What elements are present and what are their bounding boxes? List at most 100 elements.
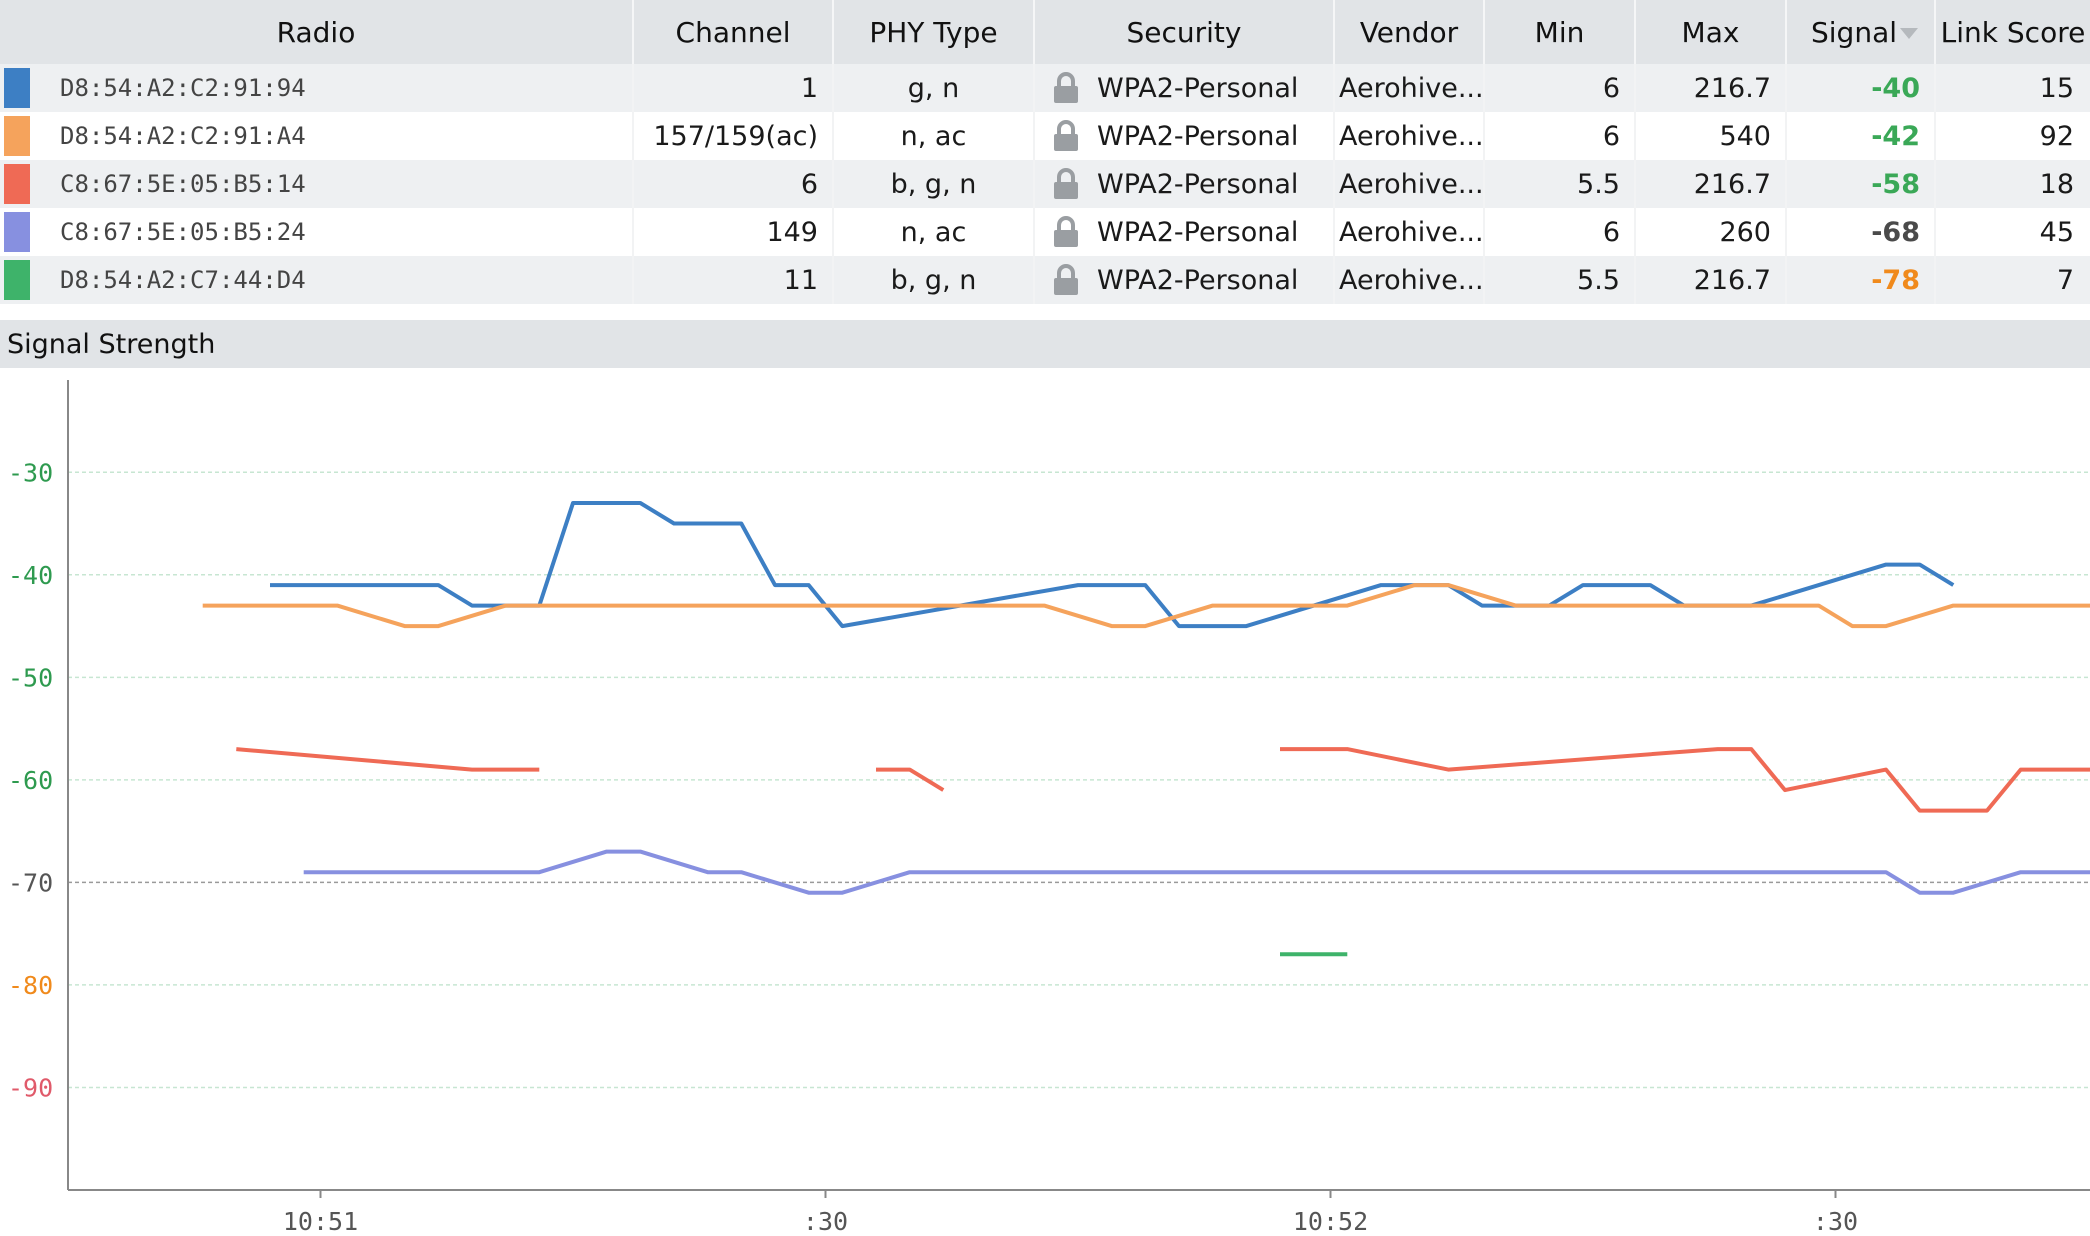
series-color-swatch xyxy=(4,116,30,156)
col-header-phy-type[interactable]: PHY Type xyxy=(834,0,1035,64)
cell-vendor: Aerohive... xyxy=(1335,256,1485,304)
y-tick-label: -40 xyxy=(8,561,53,590)
cell-link-score: 7 xyxy=(2056,264,2074,296)
section-title: Signal Strength xyxy=(7,328,216,360)
col-header-channel[interactable]: Channel xyxy=(634,0,834,64)
table-row[interactable]: C8:67:5E:05:B5:14 6 b, g, n WPA2-Personal Ae… xyxy=(0,160,2090,208)
cell-phy-type: n, ac xyxy=(834,112,1035,160)
table-row[interactable]: D8:54:A2:C2:91:94 1 g, n WPA2-Personal Aeroh… xyxy=(0,64,2090,112)
series-color-swatch xyxy=(4,68,30,108)
cell-link-score: 92 xyxy=(2039,120,2074,152)
signal-strength-header: Signal Strength xyxy=(0,320,2090,368)
cell-channel: 1 xyxy=(634,64,834,112)
security-label: WPA2-Personal xyxy=(1097,264,1299,296)
col-header-min[interactable]: Min xyxy=(1485,0,1636,64)
x-tick-label: :30 xyxy=(803,1207,848,1236)
cell-security: WPA2-Personal xyxy=(1035,256,1335,304)
cell-phy-type: n, ac xyxy=(834,208,1035,256)
cell-phy-type: g, n xyxy=(834,64,1035,112)
lock-icon xyxy=(1053,216,1079,248)
cell-security: WPA2-Personal xyxy=(1035,160,1335,208)
radio-mac: C8:67:5E:05:B5:24 xyxy=(60,218,306,246)
cell-radio: C8:67:5E:05:B5:14 xyxy=(0,160,634,208)
table-body: D8:54:A2:C2:91:94 1 g, n WPA2-Personal Aeroh… xyxy=(0,64,2090,304)
table-header: Radio Channel PHY Type Security Vendor M… xyxy=(0,0,2090,64)
cell-security: WPA2-Personal xyxy=(1035,112,1335,160)
table-row[interactable]: D8:54:A2:C2:91:A4 157/159(ac) n, ac WPA2-Pe… xyxy=(0,112,2090,160)
cell-max: 216.7 xyxy=(1636,256,1787,304)
cell-signal: -42 xyxy=(1787,112,1936,160)
cell-min: 6 xyxy=(1485,64,1636,112)
y-tick-label: -50 xyxy=(8,663,53,692)
security-label: WPA2-Personal xyxy=(1097,168,1299,200)
y-tick-label: -70 xyxy=(8,868,53,897)
cell-max: 540 xyxy=(1636,112,1787,160)
radio-table: Radio Channel PHY Type Security Vendor M… xyxy=(0,0,2090,304)
cell-radio: D8:54:A2:C2:91:94 xyxy=(0,64,634,112)
table-row[interactable]: D8:54:A2:C7:44:D4 11 b, g, n WPA2-Personal A… xyxy=(0,256,2090,304)
cell-min: 6 xyxy=(1485,208,1636,256)
signal-strength-chart: -30 -40 -50 -60 -70 -80 -90 10:51 :30 10:52 :30 xyxy=(8,380,2090,1236)
table-row[interactable]: C8:67:5E:05:B5:24 149 n, ac WPA2-Personal Ae… xyxy=(0,208,2090,256)
x-tick-label: 10:52 xyxy=(1293,1207,1368,1236)
col-header-signal-label: Signal xyxy=(1811,15,1898,49)
cell-min: 5.5 xyxy=(1485,256,1636,304)
security-label: WPA2-Personal xyxy=(1097,120,1299,152)
col-header-vendor[interactable]: Vendor xyxy=(1335,0,1485,64)
series-line xyxy=(202,583,2090,629)
col-header-security[interactable]: Security xyxy=(1035,0,1335,64)
col-header-signal[interactable]: Signal xyxy=(1787,0,1936,64)
series-line xyxy=(270,501,1955,629)
cell-security: WPA2-Personal xyxy=(1035,208,1335,256)
cell-security: WPA2-Personal xyxy=(1035,64,1335,112)
lock-icon xyxy=(1053,72,1079,104)
radio-mac: C8:67:5E:05:B5:14 xyxy=(60,170,306,198)
series-color-swatch xyxy=(4,212,30,252)
radio-mac: D8:54:A2:C2:91:94 xyxy=(60,74,306,102)
cell-min: 5.5 xyxy=(1485,160,1636,208)
cell-signal: -40 xyxy=(1787,64,1936,112)
cell-vendor: Aerohive... xyxy=(1335,64,1485,112)
series-line xyxy=(236,747,540,772)
cell-channel: 6 xyxy=(634,160,834,208)
cell-vendor: Aerohive... xyxy=(1335,112,1485,160)
sort-descending-icon xyxy=(1900,28,1918,39)
series-line xyxy=(876,767,945,792)
y-tick-label: -80 xyxy=(8,971,53,1000)
cell-vendor: Aerohive... xyxy=(1335,160,1485,208)
cell-min: 6 xyxy=(1485,112,1636,160)
series-color-swatch xyxy=(4,164,30,204)
cell-max: 216.7 xyxy=(1636,160,1787,208)
cell-link-score: 45 xyxy=(2039,216,2074,248)
cell-signal: -68 xyxy=(1787,208,1936,256)
cell-vendor: Aerohive... xyxy=(1335,208,1485,256)
cell-signal: -58 xyxy=(1787,160,1936,208)
cell-max: 216.7 xyxy=(1636,64,1787,112)
col-header-radio[interactable]: Radio xyxy=(0,0,634,64)
y-tick-label: -90 xyxy=(8,1073,53,1102)
cell-link-score: 18 xyxy=(2039,168,2074,200)
cell-max: 260 xyxy=(1636,208,1787,256)
series-color-swatch xyxy=(4,260,30,300)
cell-phy-type: b, g, n xyxy=(834,256,1035,304)
y-tick-label: -30 xyxy=(8,458,53,487)
radio-mac: D8:54:A2:C7:44:D4 xyxy=(60,266,306,294)
y-tick-label: -60 xyxy=(8,766,53,795)
cell-radio: C8:67:5E:05:B5:24 xyxy=(0,208,634,256)
col-header-link-score[interactable]: Link Score xyxy=(1940,15,2086,49)
lock-icon xyxy=(1053,120,1079,152)
cell-channel: 149 xyxy=(634,208,834,256)
x-tick-label: :30 xyxy=(1813,1207,1858,1236)
cell-channel: 11 xyxy=(634,256,834,304)
series-line xyxy=(1280,747,2090,813)
cell-channel: 157/159(ac) xyxy=(634,112,834,160)
radio-mac: D8:54:A2:C2:91:A4 xyxy=(60,122,306,150)
cell-signal: -78 xyxy=(1787,256,1936,304)
cell-link-score: 15 xyxy=(2039,72,2074,104)
security-label: WPA2-Personal xyxy=(1097,72,1299,104)
col-header-max[interactable]: Max xyxy=(1636,0,1787,64)
cell-radio: D8:54:A2:C2:91:A4 xyxy=(0,112,634,160)
lock-icon xyxy=(1053,168,1079,200)
x-tick-label: 10:51 xyxy=(283,1207,358,1236)
cell-phy-type: b, g, n xyxy=(834,160,1035,208)
